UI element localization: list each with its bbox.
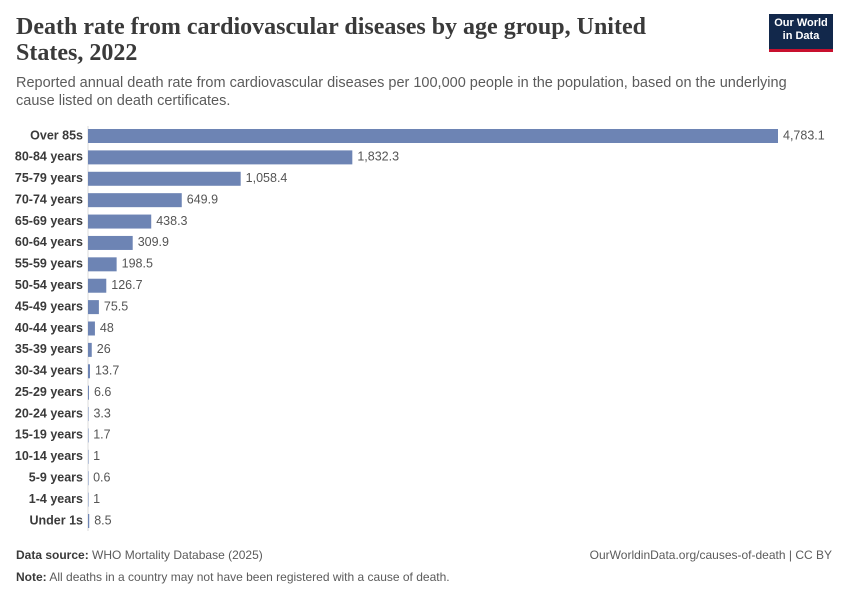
logo[interactable]: Our World in Data bbox=[769, 14, 833, 52]
bar bbox=[88, 235, 133, 250]
value-label: 1 bbox=[93, 492, 100, 506]
bar bbox=[88, 321, 95, 336]
bar bbox=[88, 407, 89, 422]
y-tick-label: 70-74 years bbox=[15, 192, 83, 206]
source-text[interactable]: WHO Mortality Database (2025) bbox=[92, 548, 263, 562]
value-label: 26 bbox=[97, 342, 111, 356]
y-tick-label: Over 85s bbox=[30, 128, 83, 142]
value-label: 649.9 bbox=[187, 192, 218, 206]
bar bbox=[88, 471, 89, 486]
y-tick-label: 35-39 years bbox=[15, 342, 83, 356]
chart-title: Death rate from cardiovascular diseases … bbox=[16, 14, 646, 66]
bar bbox=[88, 385, 89, 400]
value-label: 198.5 bbox=[122, 257, 153, 271]
value-label: 8.5 bbox=[94, 513, 111, 527]
value-label: 309.9 bbox=[138, 235, 169, 249]
value-label: 1.7 bbox=[93, 428, 110, 442]
bar bbox=[88, 129, 778, 143]
bar bbox=[88, 492, 89, 507]
bar bbox=[88, 171, 241, 186]
y-tick-label: 40-44 years bbox=[15, 321, 83, 335]
note-text: All deaths in a country may not have bee… bbox=[49, 570, 450, 584]
url[interactable]: OurWorldinData.org/causes-of-death | CC … bbox=[589, 548, 832, 562]
bar bbox=[88, 342, 92, 357]
value-label: 13.7 bbox=[95, 364, 119, 378]
value-label: 1,058.4 bbox=[246, 171, 288, 185]
value-label: 6.6 bbox=[94, 385, 111, 399]
y-tick-label: 50-54 years bbox=[15, 278, 83, 292]
value-label: 48 bbox=[100, 321, 114, 335]
bar bbox=[88, 257, 117, 272]
y-tick-label: 10-14 years bbox=[15, 449, 83, 463]
value-label: 438.3 bbox=[156, 214, 187, 228]
y-tick-label: 20-24 years bbox=[15, 406, 83, 420]
bar bbox=[88, 449, 89, 464]
bar bbox=[88, 300, 99, 315]
value-label: 1,832.3 bbox=[357, 150, 399, 164]
y-tick-label: 55-59 years bbox=[15, 257, 83, 271]
bar bbox=[88, 514, 90, 528]
y-tick-label: 5-9 years bbox=[29, 471, 83, 485]
y-tick-label: Under 1s bbox=[30, 513, 84, 527]
value-label: 3.3 bbox=[93, 406, 110, 420]
bar bbox=[88, 428, 89, 443]
note: Note: All deaths in a country may not ha… bbox=[16, 570, 450, 584]
y-tick-label: 45-49 years bbox=[15, 299, 83, 313]
y-tick-label: 60-64 years bbox=[15, 235, 83, 249]
value-label: 0.6 bbox=[93, 471, 110, 485]
bar bbox=[88, 278, 107, 293]
bar bbox=[88, 364, 90, 379]
source-label: Data source: bbox=[16, 548, 89, 562]
y-tick-label: 65-69 years bbox=[15, 214, 83, 228]
y-tick-label: 25-29 years bbox=[15, 385, 83, 399]
bar bbox=[88, 193, 182, 208]
chart-subtitle: Reported annual death rate from cardiova… bbox=[16, 75, 787, 109]
bar bbox=[88, 214, 152, 229]
y-tick-label: 80-84 years bbox=[15, 150, 83, 164]
y-tick-label: 30-34 years bbox=[15, 364, 83, 378]
value-label: 75.5 bbox=[104, 299, 128, 313]
bar bbox=[88, 150, 353, 165]
value-label: 126.7 bbox=[111, 278, 142, 292]
source: Data source: WHO Mortality Database (202… bbox=[16, 548, 263, 562]
value-label: 1 bbox=[93, 449, 100, 463]
y-tick-label: 15-19 years bbox=[15, 428, 83, 442]
note-label: Note: bbox=[16, 570, 47, 584]
y-tick-label: 75-79 years bbox=[15, 171, 83, 185]
y-tick-label: 1-4 years bbox=[29, 492, 83, 506]
value-label: 4,783.1 bbox=[783, 128, 825, 142]
